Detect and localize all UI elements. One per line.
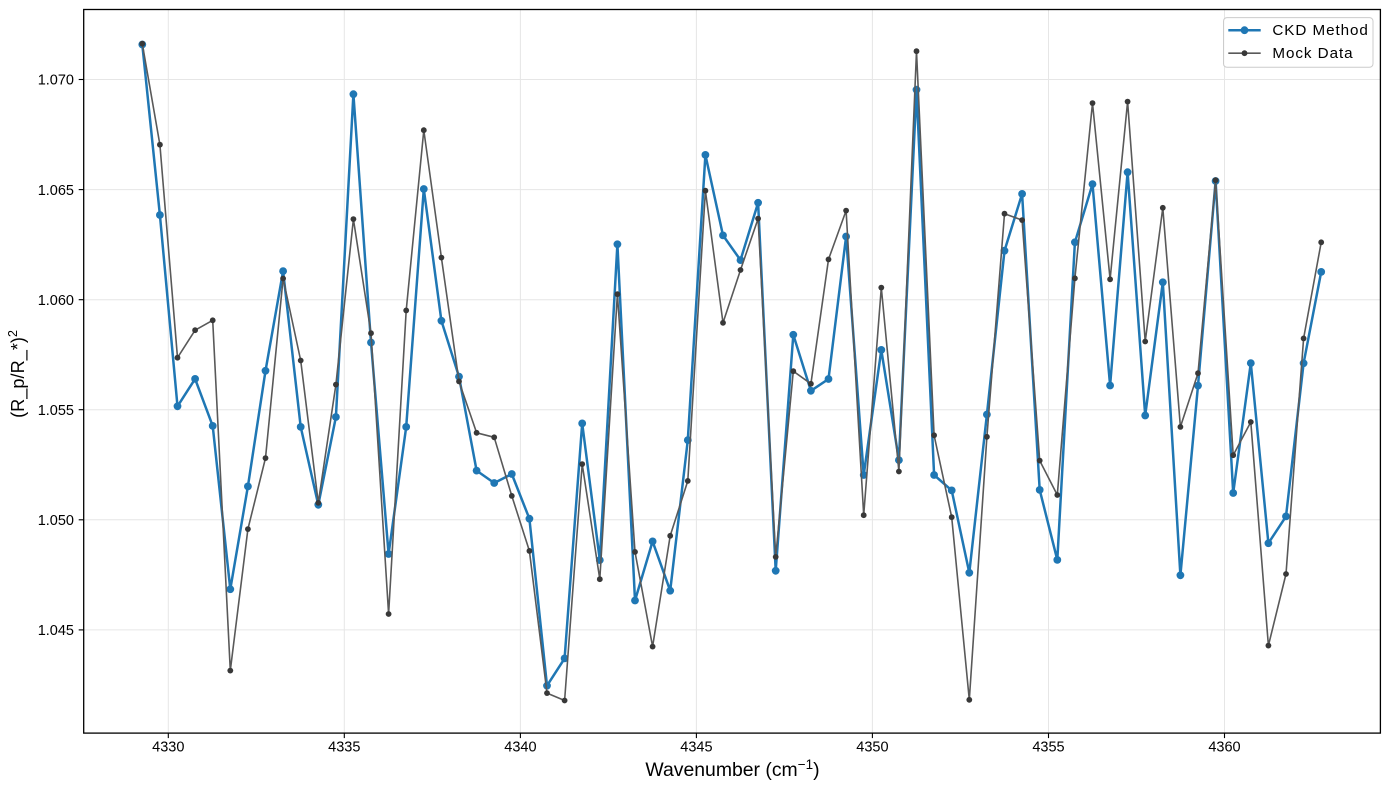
svg-text:CKD Method: CKD Method xyxy=(1272,22,1368,39)
svg-text:Mock Data: Mock Data xyxy=(1272,45,1353,62)
svg-text:4345: 4345 xyxy=(680,740,712,756)
svg-text:4355: 4355 xyxy=(1032,740,1064,756)
svg-text:1.065: 1.065 xyxy=(38,183,74,199)
svg-text:4340: 4340 xyxy=(504,740,536,756)
svg-text:1.060: 1.060 xyxy=(38,293,74,309)
svg-text:4360: 4360 xyxy=(1208,740,1240,756)
svg-text:Wavenumber (cm−1): Wavenumber (cm−1) xyxy=(645,757,819,782)
svg-text:1.055: 1.055 xyxy=(38,403,74,419)
svg-text:1.070: 1.070 xyxy=(38,73,74,89)
svg-text:(R_p/R_*)2: (R_p/R_*)2 xyxy=(6,330,29,418)
svg-text:4335: 4335 xyxy=(328,740,360,756)
svg-text:1.050: 1.050 xyxy=(38,513,74,529)
svg-text:4350: 4350 xyxy=(856,740,888,756)
svg-text:1.045: 1.045 xyxy=(38,623,74,639)
svg-text:4330: 4330 xyxy=(152,740,184,756)
